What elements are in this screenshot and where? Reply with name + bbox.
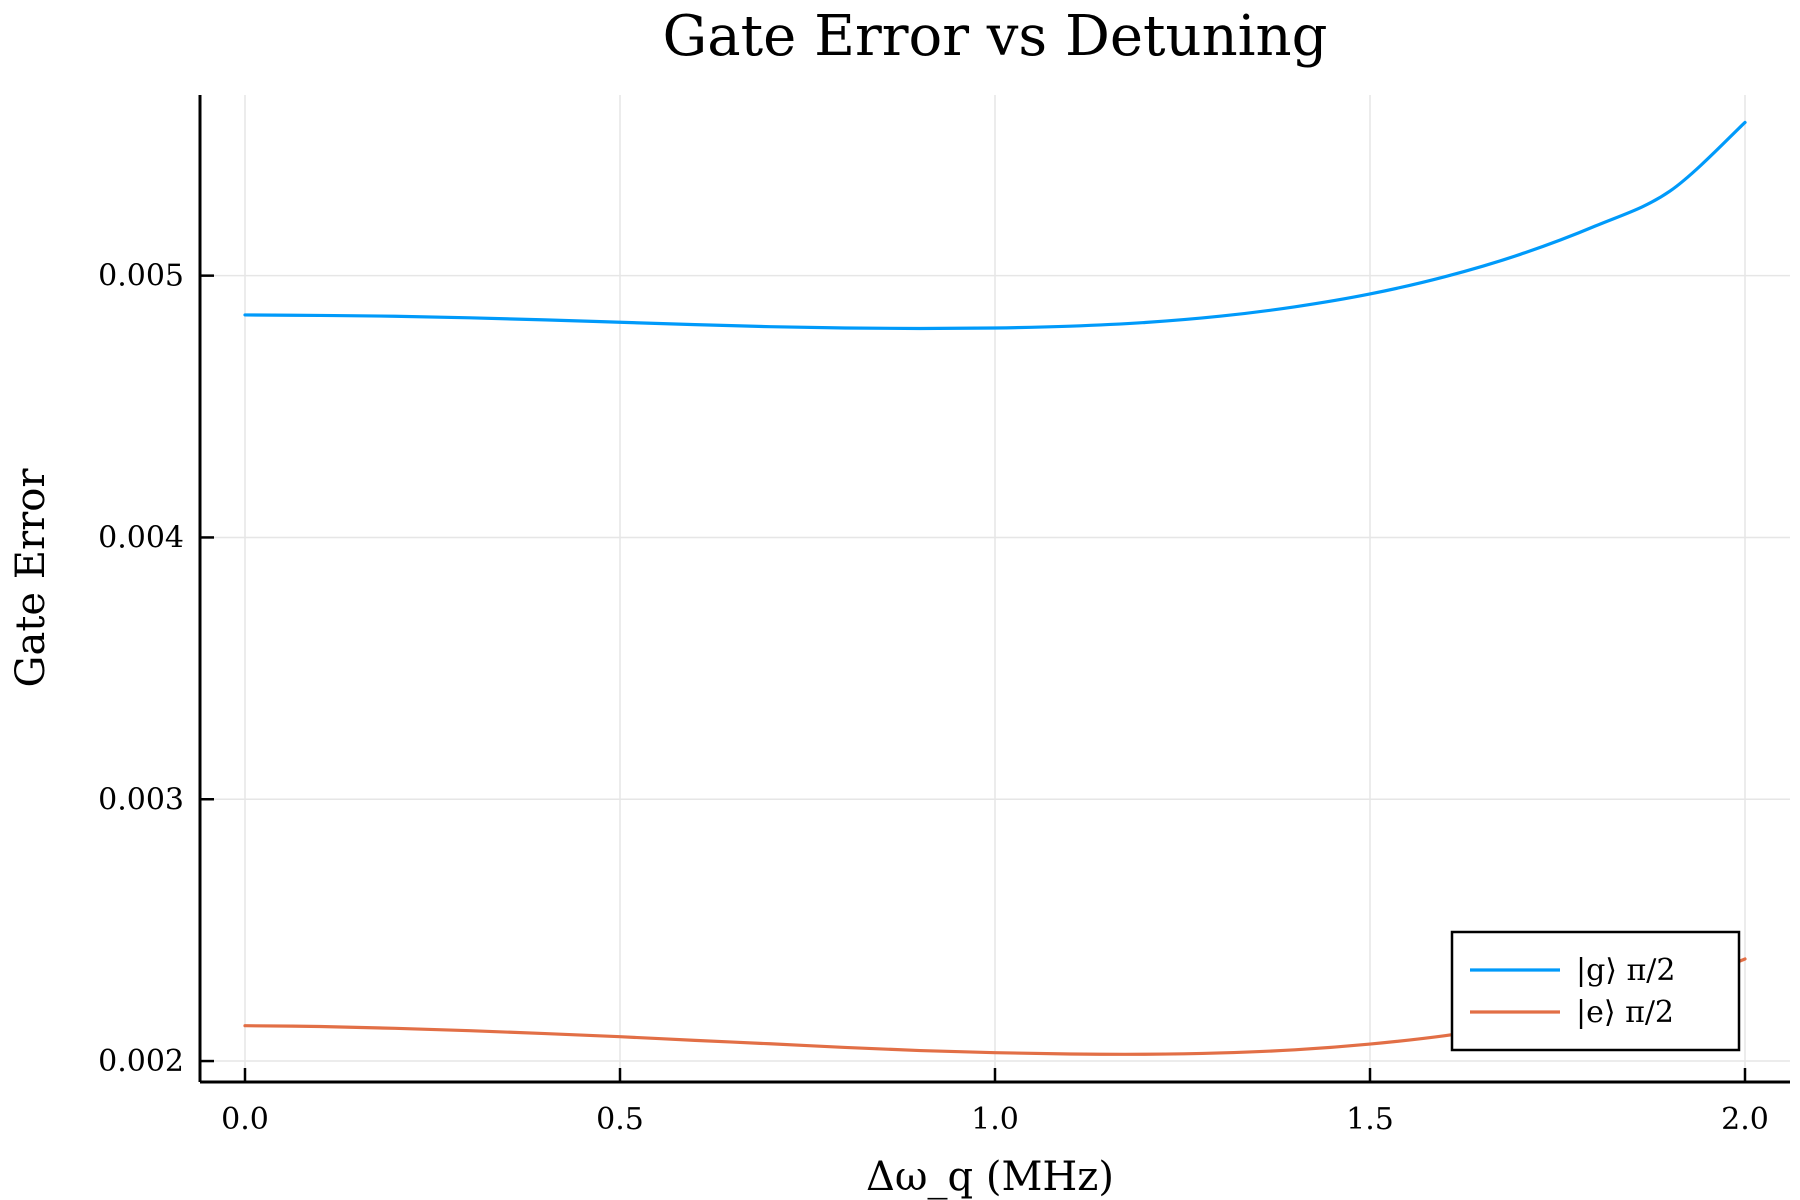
legend-label-2: |e⟩ π/2	[1576, 995, 1674, 1030]
x-tick-label: 0.5	[596, 1102, 644, 1137]
series-line-1	[243, 120, 1747, 331]
x-tick-label: 0.0	[221, 1102, 269, 1137]
x-tick-label: 1.0	[971, 1102, 1019, 1137]
grid	[200, 95, 1790, 1082]
y-tick-label: 0.005	[98, 259, 184, 294]
y-tick-label: 0.004	[98, 520, 184, 555]
legend: |g⟩ π/2 |e⟩ π/2	[1450, 930, 1741, 1052]
x-tick-label: 2.0	[1721, 1102, 1769, 1137]
y-tick-label: 0.003	[98, 782, 184, 817]
chart-title: Gate Error vs Detuning	[663, 4, 1328, 69]
axes: 0.0 0.5 1.0 1.5 2.0 0.002 0.003 0.004 0.005	[98, 95, 1790, 1137]
x-tick-label: 1.5	[1346, 1102, 1394, 1137]
y-axis-title: Gate Error	[8, 468, 54, 688]
legend-label-1: |g⟩ π/2	[1576, 953, 1675, 988]
x-axis-title: Δω_q (MHz)	[866, 1154, 1114, 1200]
y-tick-label: 0.002	[98, 1044, 184, 1079]
legend-box	[1450, 930, 1741, 1052]
